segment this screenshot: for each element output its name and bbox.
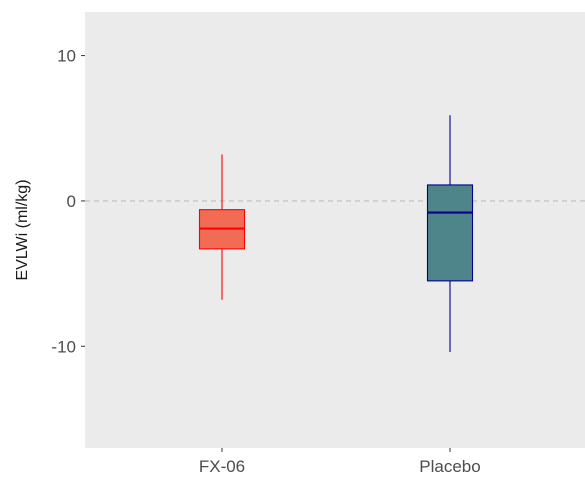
x-tick-label: FX-06 [199,457,245,476]
x-tick-label: Placebo [419,457,480,476]
y-axis: -10 0 10 [51,47,85,356]
box-placebo [426,115,474,353]
box-fx-06 [198,154,246,300]
y-axis-title: EVLWi (ml/kg) [14,179,31,280]
box-layer [198,115,474,353]
y-tick-label: 0 [67,192,76,211]
iqr-box [426,184,474,282]
x-axis: FX-06 Placebo [199,448,481,476]
plot-panel [85,12,585,448]
y-tick-label: -10 [51,337,76,356]
y-tick-label: 10 [57,47,76,66]
